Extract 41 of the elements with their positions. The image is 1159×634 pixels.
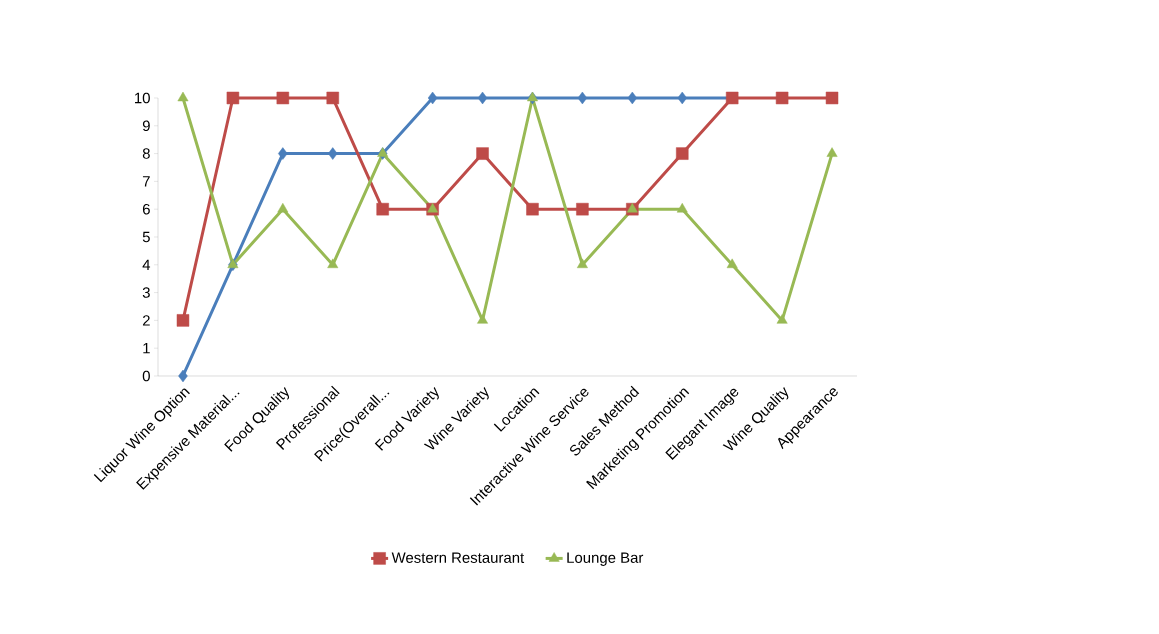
y-tick-label: 6	[142, 203, 150, 215]
point	[476, 147, 489, 160]
point	[775, 91, 789, 105]
y-tick-label: 0	[142, 370, 150, 382]
point	[278, 147, 288, 160]
point	[577, 91, 588, 105]
point	[276, 91, 290, 105]
point	[477, 91, 488, 105]
point	[576, 258, 588, 269]
point	[726, 258, 738, 269]
point	[177, 91, 189, 102]
y-tick-label: 4	[142, 259, 151, 270]
point	[676, 147, 689, 160]
y-tick-label: 10	[135, 92, 150, 104]
point	[427, 91, 438, 105]
point	[326, 91, 339, 105]
y-tick-label: 9	[142, 120, 150, 132]
y-tick-label: 7	[142, 176, 150, 187]
point	[477, 314, 488, 324]
point	[328, 147, 338, 160]
y-tick-label: 1	[143, 343, 150, 354]
point	[776, 314, 788, 324]
point	[176, 314, 190, 327]
y-tick-label: 2	[142, 315, 150, 326]
point	[826, 147, 838, 157]
point	[677, 91, 687, 105]
point	[277, 202, 289, 213]
point	[627, 91, 638, 105]
point	[226, 91, 240, 105]
point	[178, 369, 188, 383]
point	[327, 258, 339, 269]
y-tick-label: 8	[142, 148, 150, 159]
y-tick-label: 5	[142, 231, 150, 243]
point	[526, 202, 539, 216]
legend-label: Lounge Bar	[567, 552, 644, 566]
point	[676, 202, 688, 213]
point	[825, 91, 839, 105]
point	[376, 202, 389, 216]
legend-label: Western Restaurant	[391, 552, 525, 563]
y-tick-label: 3	[142, 287, 150, 298]
point	[576, 202, 589, 216]
